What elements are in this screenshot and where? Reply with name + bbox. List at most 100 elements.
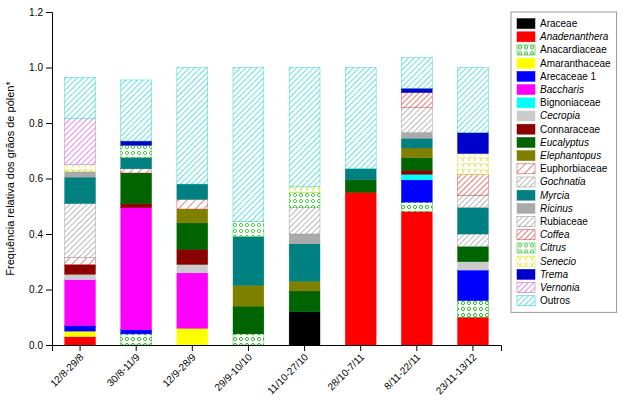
legend-item: Euphorbiaceae	[517, 163, 608, 174]
bar-segment	[65, 119, 96, 165]
bar-segment	[401, 58, 432, 89]
bar-segment	[233, 68, 264, 222]
x-tick-label: 28/10-7/11	[325, 351, 366, 392]
bar-segment	[458, 133, 489, 154]
x-tick-label: 29/9-10/10	[212, 351, 254, 393]
bar-segment	[458, 262, 489, 270]
legend-item: Cecropia	[517, 111, 580, 122]
bar-segment	[65, 280, 96, 326]
y-axis: 0.00.20.40.60.81.01.2	[29, 7, 52, 351]
bar-segment	[65, 77, 96, 119]
bar-segment	[401, 138, 432, 148]
x-tick-label: 8/11-22/11	[382, 351, 423, 392]
legend-swatch	[517, 177, 535, 187]
bar-segment	[289, 187, 320, 193]
x-tick: 29/9-10/10	[212, 345, 254, 393]
legend-label: Rubiaceae	[540, 216, 588, 227]
y-tick-label: 1.0	[29, 62, 43, 73]
bar-segment	[65, 265, 96, 275]
legend-item: Araceae	[517, 18, 578, 29]
legend-swatch	[517, 217, 535, 227]
x-tick-mark	[80, 345, 81, 351]
bar-segment	[65, 172, 96, 178]
legend-item: Citrus	[517, 243, 566, 254]
legend-label: Euphorbiaceae	[540, 163, 608, 174]
bar-series	[65, 119, 96, 165]
bar-segment	[177, 273, 208, 329]
y-tick-label: 0.6	[29, 173, 43, 184]
legend-label: Anadenanthera	[539, 31, 609, 42]
bar-segment	[121, 334, 152, 345]
y-tick-mark	[46, 68, 52, 69]
bar-segment	[458, 174, 489, 195]
x-tick-label: 12/8-29/8	[48, 351, 86, 389]
legend-item: Vernonia	[517, 282, 580, 293]
bar-segment	[289, 244, 320, 281]
bar-segment	[177, 209, 208, 223]
x-tick-label: 11/10-27/10	[265, 351, 310, 396]
bar-segment	[458, 317, 489, 345]
bar-segment	[65, 274, 96, 280]
legend-label: Cecropia	[540, 111, 580, 122]
bar-segment	[401, 170, 432, 174]
x-tick-mark	[248, 345, 249, 351]
bar-segment	[401, 88, 432, 92]
legend-swatch	[517, 111, 535, 121]
bar-segment	[121, 145, 152, 157]
bar-segment	[289, 68, 320, 187]
bar-segment	[233, 222, 264, 237]
legend-item: Connaraceae	[517, 124, 600, 135]
y-tick-mark	[46, 290, 52, 291]
y-tick-mark	[46, 123, 52, 124]
legend-label: Vernonia	[540, 282, 580, 293]
bar-segment	[121, 203, 152, 207]
bar-segment	[65, 177, 96, 203]
bar-segment	[65, 258, 96, 265]
legend-swatch	[517, 58, 535, 68]
x-tick-label: 12/9-28/9	[160, 351, 198, 389]
bar-series	[401, 174, 432, 180]
bar-segment	[177, 265, 208, 273]
legend: AraceaeAnadenantheraAnacardiaceaeAmarant…	[511, 12, 617, 312]
x-tick-mark	[192, 345, 193, 351]
bar-segment	[65, 326, 96, 332]
bar-segment	[65, 331, 96, 337]
y-tick: 0.6	[29, 173, 52, 184]
bar-series	[65, 203, 489, 257]
bar-segment	[458, 246, 489, 261]
bar-segment	[458, 68, 489, 133]
legend-label: Senecio	[540, 256, 577, 267]
y-tick: 0.0	[29, 340, 52, 351]
legend-swatch	[517, 137, 535, 147]
x-tick: 28/10-7/11	[325, 345, 366, 392]
x-axis: 12/8-29/830/8-11/912/9-28/929/9-10/1011/…	[48, 345, 501, 396]
bar-segment	[177, 223, 208, 249]
legend-label: Citrus	[540, 243, 566, 254]
legend-swatch	[517, 190, 535, 200]
bar-segment	[401, 202, 432, 212]
bar-segment	[401, 133, 432, 139]
x-tick-mark	[304, 345, 305, 351]
bar-segment	[458, 270, 489, 301]
legend-item: Eucalyptus	[517, 137, 589, 148]
y-tick-label: 1.2	[29, 7, 43, 18]
legend-item: Anadenanthera	[517, 31, 609, 42]
legend-frame	[511, 12, 617, 312]
y-tick: 1.2	[29, 7, 52, 18]
y-tick-label: 0.2	[29, 284, 43, 295]
legend-label: Connaraceae	[540, 124, 600, 135]
legend-label: Anacardiaceae	[540, 45, 607, 56]
bar-segment	[121, 330, 152, 334]
x-tick-mark	[416, 345, 417, 351]
legend-item: Baccharis	[517, 84, 584, 95]
legend-swatch	[517, 296, 535, 306]
bar-series	[65, 58, 489, 222]
x-tick-mark	[472, 345, 473, 351]
legend-swatch	[517, 19, 535, 29]
bar-segment	[233, 237, 264, 286]
legend-label: Baccharis	[540, 84, 584, 95]
legend-swatch	[517, 98, 535, 108]
legend-label: Bignoniaceae	[540, 97, 601, 108]
y-tick: 0.8	[29, 118, 52, 129]
legend-item: Trema	[517, 269, 569, 280]
